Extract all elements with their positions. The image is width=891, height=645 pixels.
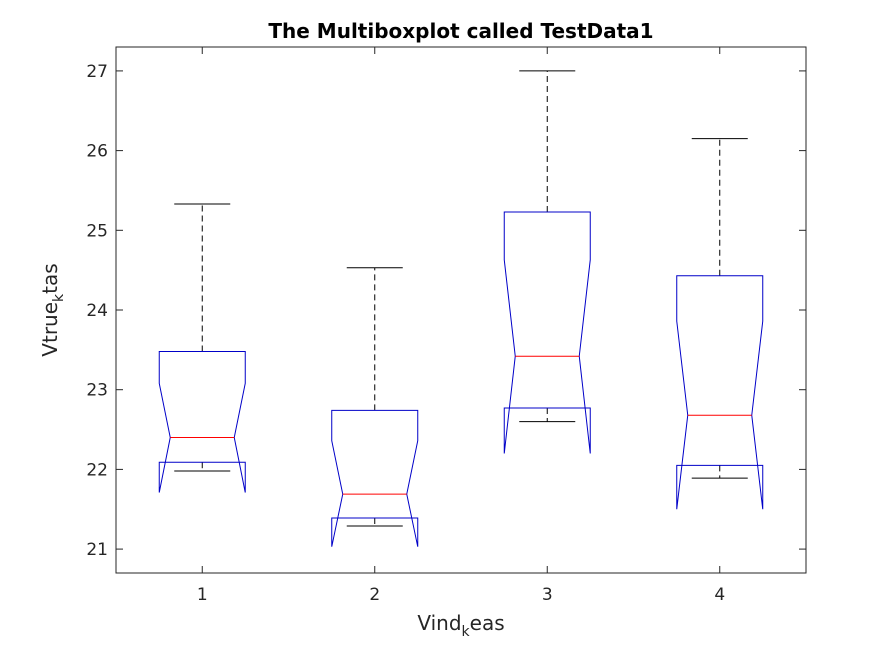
x-axis-label: Vindkeas xyxy=(417,611,504,640)
notched-box xyxy=(676,275,764,510)
x-tick-label: 1 xyxy=(197,585,208,605)
plot-area xyxy=(116,47,806,573)
y-axis-label: Vtruektas xyxy=(38,263,67,356)
y-tick-label: 23 xyxy=(86,381,108,401)
notched-box xyxy=(503,211,591,454)
x-tick-label: 2 xyxy=(369,585,380,605)
y-tick-label: 25 xyxy=(86,221,108,241)
y-tick-label: 22 xyxy=(86,460,108,480)
chart-title: The Multiboxplot called TestData1 xyxy=(268,19,653,43)
notched-box xyxy=(158,350,246,493)
x-tick-label: 3 xyxy=(542,585,553,605)
notched-box xyxy=(331,409,419,547)
y-tick-label: 21 xyxy=(86,540,108,560)
x-tick-label: 4 xyxy=(714,585,725,605)
y-tick-label: 24 xyxy=(86,301,108,321)
y-tick-label: 27 xyxy=(86,62,108,82)
y-tick-label: 26 xyxy=(86,142,108,162)
